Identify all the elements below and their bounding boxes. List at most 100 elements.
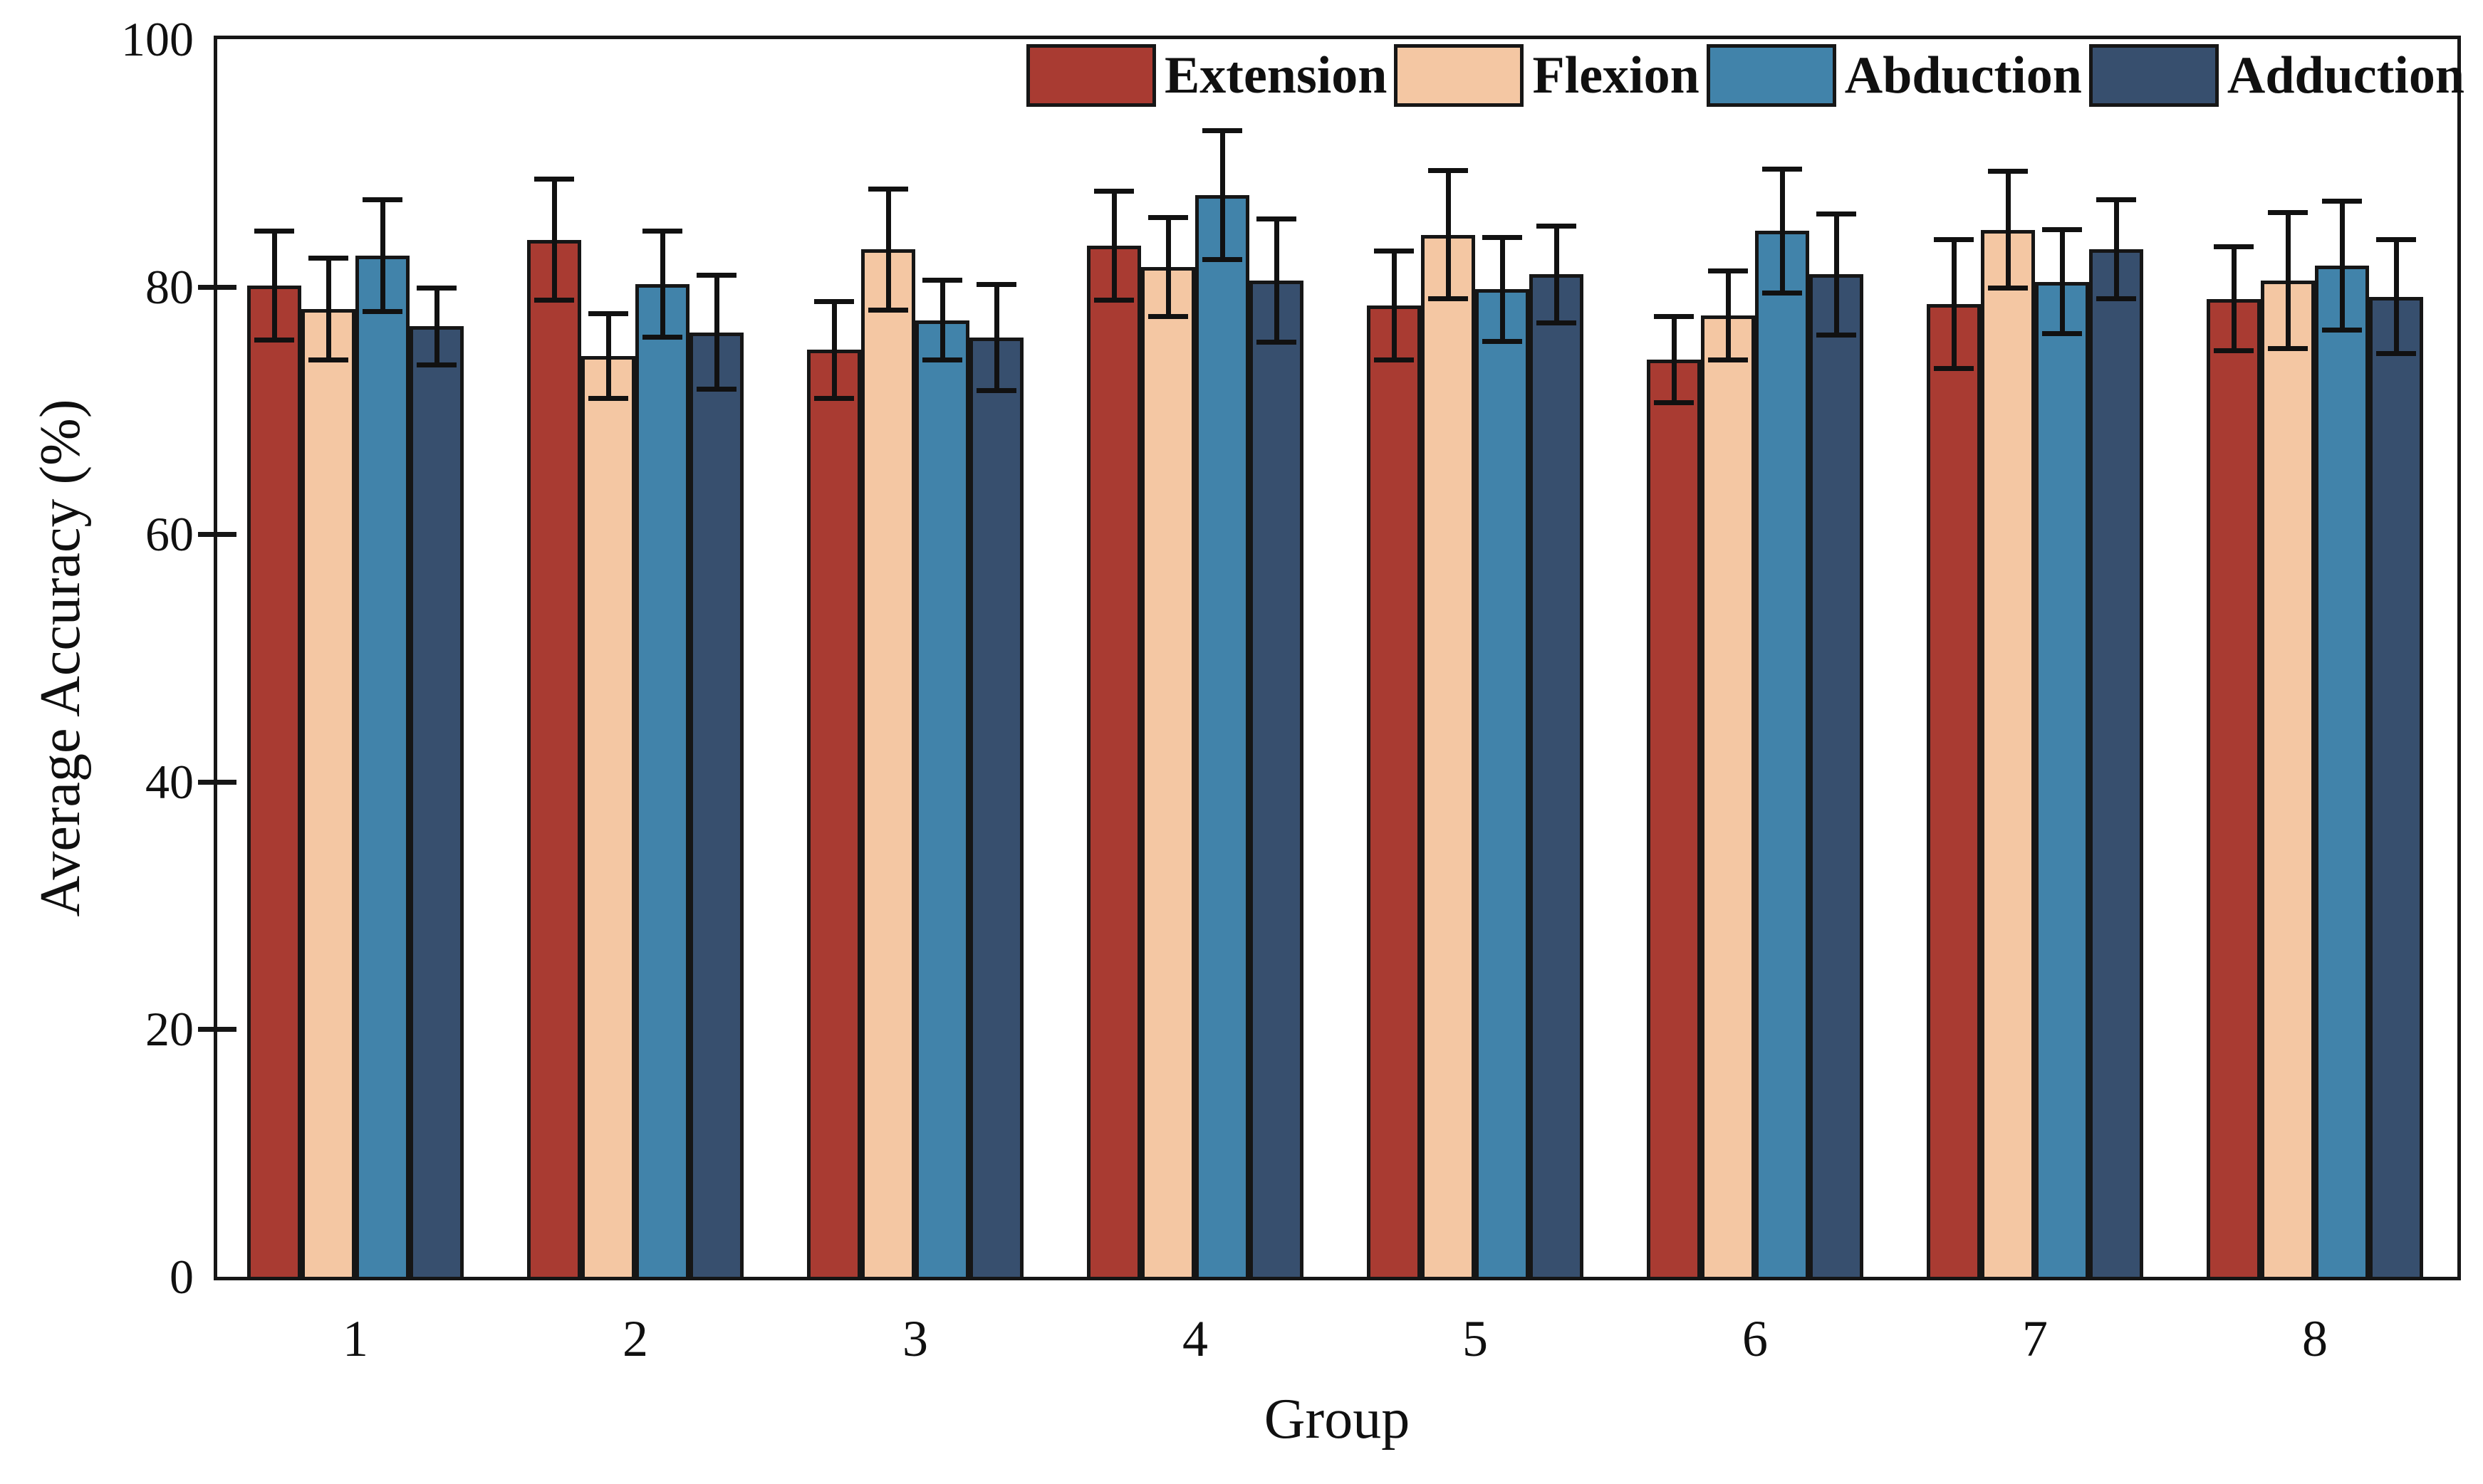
legend-item-abduction: Abduction bbox=[1706, 44, 2082, 107]
error-bar-stem bbox=[660, 231, 665, 337]
error-bar-cap bbox=[868, 308, 908, 313]
bar-flexion-group-6 bbox=[1701, 315, 1755, 1277]
error-bar-cap bbox=[2268, 346, 2308, 351]
bar-extension-group-2 bbox=[527, 240, 581, 1277]
legend-item-adduction: Adduction bbox=[2088, 44, 2464, 107]
error-bar-stem bbox=[1672, 316, 1677, 403]
error-bar-cap bbox=[417, 362, 457, 367]
error-bar-cap bbox=[1816, 211, 1856, 216]
bar-adduction-group-2 bbox=[689, 333, 744, 1277]
error-bar-stem bbox=[940, 281, 945, 360]
x-axis-tick-label: 6 bbox=[1742, 1310, 1768, 1367]
bar-extension-group-8 bbox=[2207, 299, 2261, 1277]
error-bar-stem bbox=[1274, 219, 1279, 343]
error-bar-cap bbox=[697, 273, 736, 278]
error-bar-cap bbox=[534, 177, 574, 182]
bar-abduction-group-4 bbox=[1195, 195, 1249, 1277]
legend-label: Extension bbox=[1164, 46, 1388, 105]
bar-flexion-group-4 bbox=[1141, 267, 1195, 1277]
bar-extension-group-3 bbox=[807, 350, 861, 1277]
error-bar-stem bbox=[1392, 251, 1397, 360]
legend-swatch-abduction bbox=[1706, 44, 1836, 107]
error-bar-cap bbox=[642, 335, 682, 340]
error-bar-cap bbox=[588, 396, 628, 401]
error-bar-cap bbox=[1708, 357, 1748, 362]
error-bar-cap bbox=[254, 229, 294, 234]
error-bar-cap bbox=[1988, 286, 2028, 291]
error-bar-cap bbox=[1202, 128, 1242, 133]
y-axis-tick bbox=[198, 1027, 236, 1032]
error-bar-cap bbox=[1482, 235, 1522, 240]
legend-item-extension: Extension bbox=[1026, 44, 1388, 107]
bar-flexion-group-5 bbox=[1421, 235, 1475, 1277]
error-bar-stem bbox=[1166, 217, 1171, 316]
legend-label: Abduction bbox=[1844, 46, 2082, 105]
error-bar-cap bbox=[1536, 224, 1576, 229]
error-bar-cap bbox=[1654, 400, 1694, 405]
error-bar-cap bbox=[1374, 249, 1414, 254]
error-bar-cap bbox=[2268, 210, 2308, 215]
error-bar-cap bbox=[1934, 366, 1974, 371]
bar-abduction-group-8 bbox=[2315, 266, 2369, 1277]
error-bar-cap bbox=[2322, 328, 2362, 333]
error-bar-cap bbox=[1482, 339, 1522, 344]
error-bar-cap bbox=[1374, 357, 1414, 362]
error-bar-cap bbox=[1708, 268, 1748, 273]
x-axis-tick-label: 1 bbox=[343, 1310, 368, 1367]
x-axis-title: Group bbox=[1264, 1388, 1410, 1451]
bar-adduction-group-8 bbox=[2369, 297, 2423, 1277]
bar-flexion-group-2 bbox=[581, 356, 635, 1277]
error-bar-stem bbox=[1780, 169, 1785, 293]
error-bar-cap bbox=[1428, 296, 1468, 301]
bar-adduction-group-1 bbox=[410, 326, 464, 1277]
x-axis-tick-label: 3 bbox=[902, 1310, 928, 1367]
bar-flexion-group-8 bbox=[2261, 281, 2315, 1277]
error-bar-cap bbox=[697, 387, 736, 392]
error-bar-cap bbox=[2214, 348, 2254, 353]
y-axis-tick bbox=[198, 285, 236, 290]
error-bar-stem bbox=[2394, 240, 2399, 354]
y-axis-title: Average Accuracy (%) bbox=[29, 399, 92, 917]
legend-label: Flexion bbox=[1532, 46, 1699, 105]
x-axis-tick-label: 2 bbox=[623, 1310, 648, 1367]
y-axis-tick bbox=[198, 780, 236, 785]
bar-extension-group-5 bbox=[1367, 305, 1421, 1277]
error-bar-cap bbox=[2042, 331, 2082, 336]
error-bar-cap bbox=[1934, 237, 1974, 242]
error-bar-cap bbox=[363, 197, 402, 202]
error-bar-stem bbox=[1834, 214, 1839, 335]
error-bar-cap bbox=[2376, 351, 2416, 356]
error-bar-cap bbox=[922, 357, 962, 362]
error-bar-cap bbox=[1428, 168, 1468, 173]
y-axis-tick-label: 100 bbox=[121, 12, 194, 66]
error-bar-cap bbox=[2096, 197, 2136, 202]
error-bar-cap bbox=[868, 187, 908, 192]
y-axis-tick-label: 80 bbox=[145, 260, 194, 314]
y-axis-tick-label: 40 bbox=[145, 755, 194, 809]
bar-abduction-group-5 bbox=[1475, 289, 1529, 1277]
bar-flexion-group-7 bbox=[1981, 230, 2035, 1277]
legend: Extension Flexion Abduction Adduction bbox=[1019, 44, 2464, 107]
legend-label: Adduction bbox=[2227, 46, 2464, 105]
error-bar-stem bbox=[2340, 202, 2345, 330]
error-bar-cap bbox=[308, 256, 348, 261]
legend-swatch-flexion bbox=[1394, 44, 1524, 107]
error-bar-cap bbox=[1202, 257, 1242, 262]
error-bar-cap bbox=[1816, 333, 1856, 338]
bar-abduction-group-3 bbox=[915, 320, 969, 1277]
bar-extension-group-6 bbox=[1647, 360, 1701, 1277]
error-bar-cap bbox=[534, 298, 574, 303]
error-bar-stem bbox=[1500, 237, 1505, 341]
error-bar-cap bbox=[1094, 189, 1134, 194]
error-bar-stem bbox=[1220, 131, 1225, 260]
error-bar-stem bbox=[272, 231, 277, 340]
error-bar-stem bbox=[606, 314, 611, 398]
error-bar-stem bbox=[714, 276, 719, 390]
error-bar-cap bbox=[588, 311, 628, 316]
error-bar-cap bbox=[1536, 320, 1576, 325]
error-bar-cap bbox=[1762, 167, 1802, 172]
bar-abduction-group-6 bbox=[1755, 231, 1809, 1277]
x-axis-tick-label: 4 bbox=[1182, 1310, 1208, 1367]
y-axis-tick-label: 60 bbox=[145, 507, 194, 561]
